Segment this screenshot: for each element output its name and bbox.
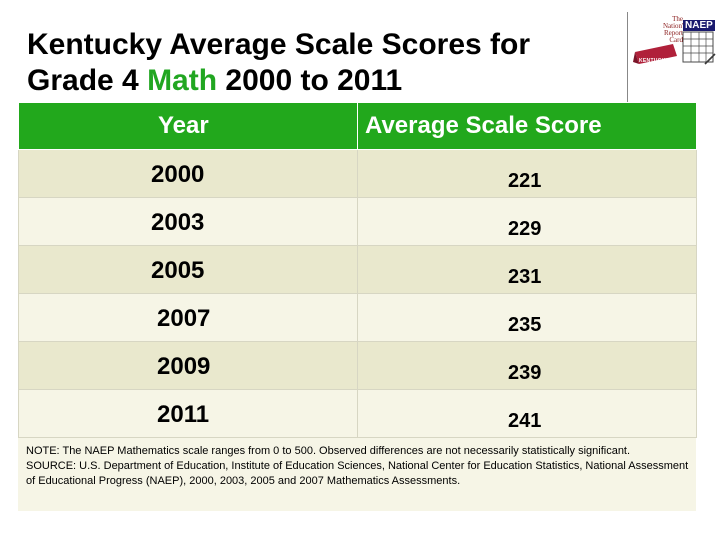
table-row: 2007 235 (18, 293, 697, 342)
year-cell: 2000 (18, 149, 358, 198)
column-header-score: Average Scale Score (357, 102, 697, 150)
year-value: 2007 (157, 305, 211, 332)
logo-line-2: Nation's (663, 22, 687, 30)
scores-panel: Year Average Scale Score 2000 221 2003 2… (18, 102, 697, 511)
table-row: 2009 239 (18, 341, 697, 390)
title-subject: Math (147, 64, 218, 97)
year-cell: 2009 (18, 341, 358, 390)
score-value: 241 (508, 410, 542, 432)
year-cell: 2007 (18, 293, 358, 342)
year-cell: 2011 (18, 389, 358, 438)
logo-state-label: KENTUCKY (639, 58, 670, 64)
year-cell: 2005 (18, 245, 358, 294)
year-value: 2011 (157, 401, 210, 428)
score-cell: 239 (357, 341, 697, 390)
table-row: 2005 231 (18, 245, 697, 294)
year-value: 2000 (151, 161, 205, 188)
score-value: 239 (508, 362, 542, 384)
logo-line-4: Card (669, 36, 683, 44)
year-value: 2005 (151, 257, 205, 284)
title-line-2-suffix: 2000 to 2011 (217, 64, 403, 97)
scores-table: Year Average Scale Score 2000 221 2003 2… (18, 102, 697, 438)
footnote: NOTE: The NAEP Mathematics scale ranges … (26, 444, 692, 489)
score-value: 229 (508, 218, 542, 240)
score-value: 221 (508, 170, 542, 192)
logo-line-1: The (672, 15, 683, 23)
table-row: 2000 221 (18, 149, 697, 198)
year-value: 2009 (157, 353, 211, 380)
score-value: 231 (508, 266, 542, 288)
logo-badge: NAEP (683, 20, 715, 31)
score-value: 235 (508, 314, 542, 336)
score-cell: 221 (357, 149, 697, 198)
year-cell: 2003 (18, 197, 358, 246)
table-row: 2003 229 (18, 197, 697, 246)
score-cell: 229 (357, 197, 697, 246)
source-text: SOURCE: U.S. Department of Education, In… (26, 460, 689, 487)
vertical-divider (627, 12, 628, 102)
naep-report-card-logo: The Nation's Report Card NAEP KENTUCKY (633, 14, 717, 70)
table-header-row: Year Average Scale Score (18, 102, 697, 150)
score-cell: 231 (357, 245, 697, 294)
title-line-1: Kentucky Average Scale Scores for (27, 28, 531, 61)
report-card-icon (633, 31, 716, 65)
title-line-2-prefix: Grade 4 (27, 64, 148, 97)
page-title: Kentucky Average Scale Scores for Grade … (27, 27, 617, 99)
score-cell: 241 (357, 389, 697, 438)
column-header-year: Year (18, 102, 358, 150)
score-cell: 235 (357, 293, 697, 342)
table-row: 2011 241 (18, 389, 697, 438)
year-value: 2003 (151, 209, 205, 236)
logo-line-3: Report (663, 29, 683, 37)
note-text: NOTE: The NAEP Mathematics scale ranges … (26, 445, 631, 457)
